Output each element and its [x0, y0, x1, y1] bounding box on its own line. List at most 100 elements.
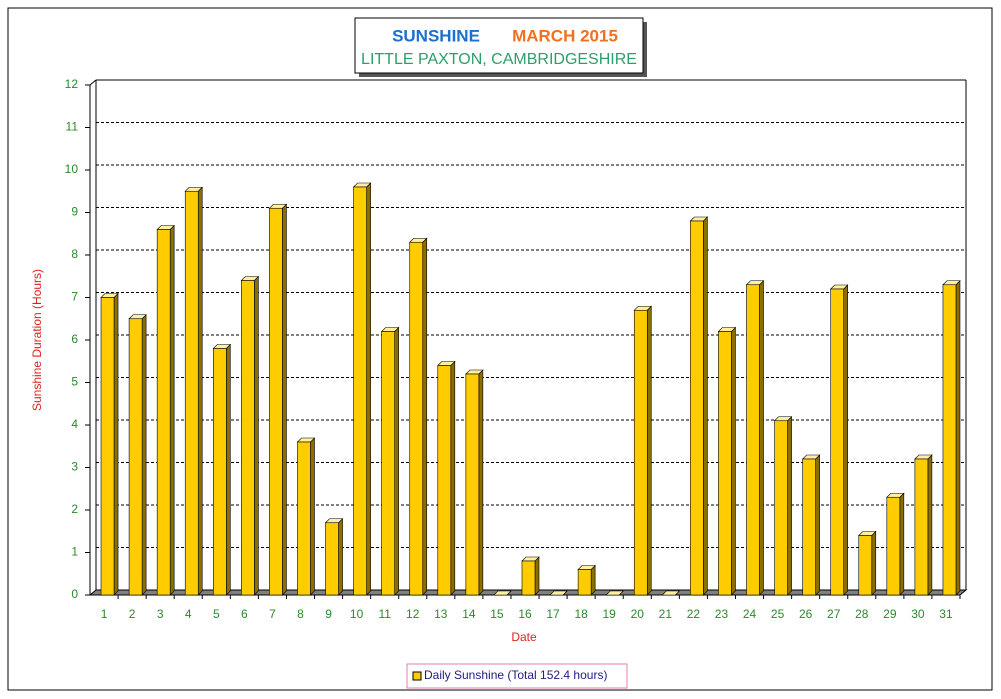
- y-axis-label: Sunshine Duration (Hours): [30, 269, 44, 411]
- x-tick-label: 24: [743, 607, 757, 621]
- y-tick-label: 8: [71, 247, 78, 261]
- bar: [746, 284, 760, 596]
- y-tick-label: 12: [65, 77, 79, 91]
- x-tick-label: 21: [659, 607, 673, 621]
- bar-side: [478, 369, 484, 596]
- y-tick-label: 9: [71, 205, 78, 219]
- bar: [633, 309, 648, 596]
- x-tick-label: 5: [213, 607, 220, 621]
- bar: [156, 229, 171, 596]
- bar: [802, 458, 816, 596]
- x-tick-label: 26: [799, 607, 813, 621]
- y-tick-label: 3: [71, 460, 78, 474]
- bar-side: [843, 284, 849, 596]
- bar-side: [113, 292, 119, 596]
- bar-side: [815, 454, 820, 596]
- bar-side: [534, 556, 540, 596]
- x-tick-label: 16: [518, 607, 532, 621]
- bar-side: [282, 203, 287, 596]
- bar: [774, 420, 788, 596]
- bar: [830, 288, 845, 596]
- x-axis-label: Date: [511, 630, 537, 644]
- bar-side: [787, 416, 792, 596]
- x-tick-label: 17: [546, 607, 560, 621]
- bar-side: [927, 454, 933, 596]
- bar: [437, 365, 452, 596]
- bar-side: [871, 530, 877, 596]
- x-tick-label: 7: [269, 607, 276, 621]
- bar: [212, 348, 227, 596]
- bar: [184, 190, 199, 596]
- legend-label: Daily Sunshine (Total 152.4 hours): [424, 668, 607, 682]
- bar-side: [899, 492, 905, 596]
- y-tick-label: 11: [66, 120, 79, 134]
- bar-side: [703, 216, 708, 596]
- bar-side: [759, 280, 764, 596]
- x-tick-label: 30: [911, 607, 925, 621]
- x-tick-label: 4: [185, 607, 192, 621]
- bar: [409, 241, 424, 596]
- bar: [858, 535, 873, 596]
- bar-side: [338, 518, 343, 596]
- bar: [353, 186, 367, 596]
- bar-side: [955, 280, 961, 596]
- y-tick-label: 0: [71, 587, 78, 601]
- bar: [269, 207, 283, 596]
- x-tick-label: 13: [434, 607, 448, 621]
- bar-side: [646, 305, 652, 596]
- bar: [886, 496, 901, 596]
- x-tick-label: 18: [574, 607, 588, 621]
- x-tick-label: 12: [406, 607, 420, 621]
- bar: [914, 458, 929, 596]
- bar-top: [605, 590, 624, 596]
- x-tick-label: 1: [101, 607, 108, 621]
- x-tick-label: 3: [157, 607, 164, 621]
- bar: [297, 441, 311, 596]
- y-tick-label: 6: [71, 332, 78, 346]
- bar-side: [422, 237, 428, 596]
- x-tick-label: 25: [771, 607, 785, 621]
- bar: [465, 373, 480, 596]
- bar: [690, 220, 704, 596]
- chart-period: MARCH 2015: [512, 26, 618, 45]
- bar: [100, 297, 115, 596]
- bar-top: [661, 590, 681, 596]
- bar: [577, 569, 592, 596]
- x-tick-label: 8: [297, 607, 304, 621]
- bar-side: [197, 186, 203, 596]
- y-tick-label: 4: [71, 417, 78, 431]
- bar-side: [254, 275, 259, 596]
- x-tick-label: 27: [827, 607, 841, 621]
- bar-side: [394, 326, 399, 596]
- y-tick-label: 7: [71, 290, 78, 304]
- y-tick-label: 1: [71, 545, 78, 559]
- bar-top: [549, 590, 568, 596]
- bar-side: [731, 326, 736, 596]
- x-tick-label: 20: [631, 607, 645, 621]
- chart-border: [7, 7, 993, 691]
- bar: [241, 280, 255, 596]
- bar: [718, 331, 732, 596]
- bar: [521, 560, 536, 596]
- x-tick-label: 6: [241, 607, 248, 621]
- bar-top: [493, 590, 512, 596]
- bar: [942, 284, 957, 596]
- x-tick-label: 11: [378, 607, 391, 621]
- x-tick-label: 28: [855, 607, 869, 621]
- legend-box: [406, 663, 628, 689]
- x-tick-label: 29: [883, 607, 897, 621]
- y-tick-label: 2: [71, 502, 78, 516]
- x-tick-label: 10: [350, 607, 364, 621]
- bar-side: [169, 224, 175, 596]
- y-tick-label: 5: [71, 375, 78, 389]
- x-tick-label: 31: [939, 607, 953, 621]
- bar-side: [450, 360, 456, 596]
- x-tick-label: 22: [687, 607, 701, 621]
- x-tick-label: 2: [129, 607, 136, 621]
- bar-side: [141, 314, 147, 596]
- x-tick-label: 15: [490, 607, 504, 621]
- x-tick-label: 23: [715, 607, 729, 621]
- x-tick-label: 14: [462, 607, 476, 621]
- bar-side: [590, 564, 596, 596]
